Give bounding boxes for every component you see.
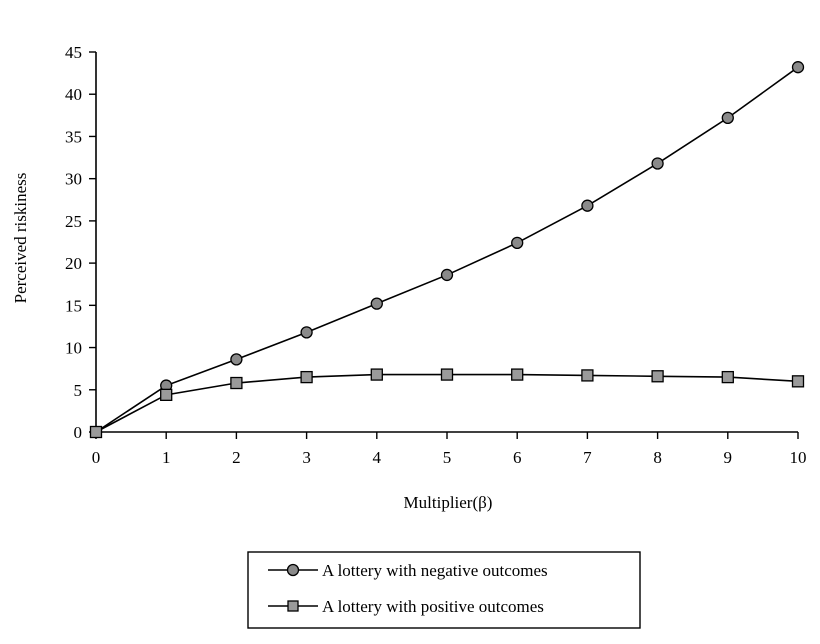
legend: A lottery with negative outcomes A lotte… <box>247 551 641 629</box>
data-point-positive <box>160 388 173 401</box>
data-point-positive <box>581 369 594 382</box>
x-axis-ticks: 0 1 2 3 4 5 6 7 8 9 10 <box>92 432 807 467</box>
x-tick-label: 9 <box>724 448 733 467</box>
data-point-negative <box>440 268 454 282</box>
x-tick-label: 4 <box>373 448 382 467</box>
data-point-positive <box>511 368 524 381</box>
y-tick-label: 30 <box>65 170 82 189</box>
y-tick-label: 45 <box>65 43 82 62</box>
x-axis-title: Multiplier(β) <box>404 493 493 512</box>
y-tick-label: 35 <box>65 127 82 146</box>
legend-marker-square <box>287 600 299 612</box>
series-layer <box>89 61 805 439</box>
data-point-negative <box>721 111 734 125</box>
data-point-negative <box>230 353 243 366</box>
legend-label-negative: A lottery with negative outcomes <box>322 561 548 580</box>
data-point-negative <box>791 61 805 74</box>
legend-entry-positive: A lottery with positive outcomes <box>268 597 544 616</box>
legend-entry-negative: A lottery with negative outcomes <box>268 561 548 580</box>
y-axis-ticks: 0 5 10 15 20 25 30 35 40 45 <box>65 43 96 442</box>
y-tick-label: 25 <box>65 212 82 231</box>
data-point-positive <box>651 370 664 383</box>
data-point-negative <box>300 326 313 339</box>
x-tick-label: 8 <box>653 448 662 467</box>
data-point-negative <box>370 297 383 310</box>
y-tick-label: 40 <box>65 85 82 104</box>
x-tick-label: 10 <box>790 448 807 467</box>
x-tick-label: 3 <box>302 448 311 467</box>
y-tick-label: 20 <box>65 254 82 273</box>
series-negative <box>89 61 805 439</box>
data-point-positive <box>440 368 454 381</box>
y-tick-label: 5 <box>74 381 83 400</box>
data-point-negative <box>581 199 594 212</box>
x-tick-label: 0 <box>92 448 101 467</box>
data-point-positive <box>370 368 383 381</box>
data-point-positive <box>89 425 103 439</box>
legend-box <box>247 551 641 629</box>
data-point-positive <box>791 375 805 388</box>
legend-label-positive: A lottery with positive outcomes <box>322 597 544 616</box>
x-tick-label: 6 <box>513 448 522 467</box>
data-point-positive <box>230 376 243 390</box>
x-tick-label: 5 <box>443 448 452 467</box>
x-tick-label: 7 <box>583 448 592 467</box>
data-point-negative <box>511 236 524 249</box>
series-line-positive <box>95 373 799 433</box>
data-point-positive <box>721 370 734 384</box>
y-tick-label: 15 <box>65 296 82 315</box>
x-tick-label: 1 <box>162 448 171 467</box>
x-tick-label: 2 <box>232 448 241 467</box>
y-tick-label: 10 <box>65 339 82 358</box>
data-point-positive <box>300 370 313 384</box>
data-point-negative <box>651 157 664 170</box>
legend-marker-circle <box>286 563 300 577</box>
series-positive <box>89 368 805 439</box>
y-axis-title: Perceived riskiness <box>11 173 30 304</box>
y-tick-label: 0 <box>74 423 83 442</box>
